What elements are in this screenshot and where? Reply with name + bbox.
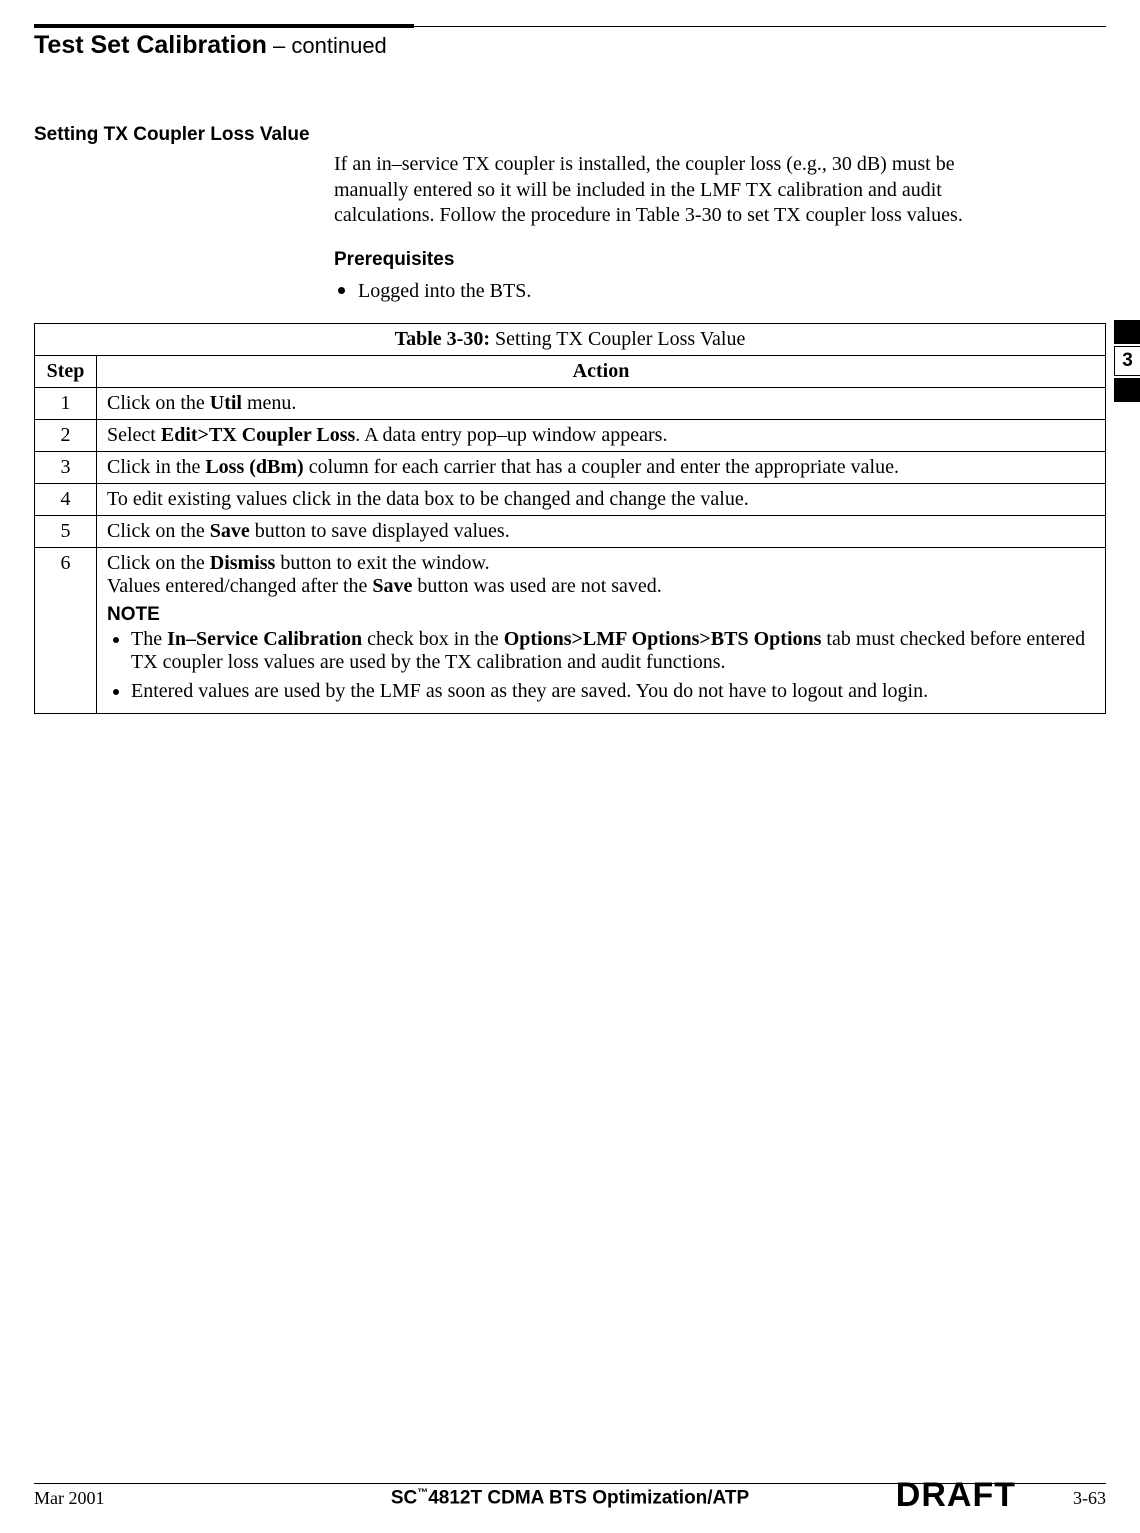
step-num: 4 <box>35 483 97 515</box>
draft-watermark: DRAFT <box>896 1476 1016 1515</box>
note-list: The In–Service Calibration check box in … <box>107 628 1095 703</box>
page-title-main: Test Set Calibration <box>34 31 267 59</box>
step-action: Click on the Save button to save display… <box>97 515 1106 547</box>
note-item: Entered values are used by the LMF as so… <box>131 680 1095 703</box>
step-num: 1 <box>35 387 97 419</box>
page-title-suffix: – continued <box>267 33 387 58</box>
step-num: 6 <box>35 547 97 713</box>
table-caption: Table 3-30: Setting TX Coupler Loss Valu… <box>35 323 1106 355</box>
procedure-table: Table 3-30: Setting TX Coupler Loss Valu… <box>34 323 1106 714</box>
table-caption-title: Setting TX Coupler Loss Value <box>490 328 745 350</box>
table-row: 1 Click on the Util menu. <box>35 387 1106 419</box>
prerequisites-list: Logged into the BTS. <box>334 277 1106 303</box>
table-row: 5 Click on the Save button to save displ… <box>35 515 1106 547</box>
prerequisite-item: Logged into the BTS. <box>358 277 1106 303</box>
table-caption-number: Table 3-30: <box>395 328 490 350</box>
step-num: 5 <box>35 515 97 547</box>
step-action: To edit existing values click in the dat… <box>97 483 1106 515</box>
col-header-action: Action <box>97 355 1106 387</box>
note-item: The In–Service Calibration check box in … <box>131 628 1095 674</box>
col-header-step: Step <box>35 355 97 387</box>
prerequisites-heading: Prerequisites <box>334 249 1106 271</box>
step-action: Click on the Dismiss button to exit the … <box>97 547 1106 713</box>
section-heading: Setting TX Coupler Loss Value <box>34 124 1106 146</box>
page-footer: Mar 2001 SC™4812T CDMA BTS Optimization/… <box>34 1483 1106 1509</box>
trademark-symbol: ™ <box>417 1487 428 1499</box>
header-accent-rule <box>34 24 414 28</box>
chapter-tab-marker <box>1114 320 1140 344</box>
chapter-tab-number: 3 <box>1114 346 1140 376</box>
step-action: Select Edit>TX Coupler Loss. A data entr… <box>97 419 1106 451</box>
table-row: 6 Click on the Dismiss button to exit th… <box>35 547 1106 713</box>
step-num: 2 <box>35 419 97 451</box>
note-heading: NOTE <box>107 604 1095 626</box>
chapter-tab-marker <box>1114 378 1140 402</box>
chapter-tabs: 3 <box>1114 320 1140 404</box>
step-action: Click on the Util menu. <box>97 387 1106 419</box>
page-title: Test Set Calibration – continued <box>34 26 1106 60</box>
table-row: 3 Click in the Loss (dBm) column for eac… <box>35 451 1106 483</box>
section-intro: If an in–service TX coupler is installed… <box>334 152 974 229</box>
table-row: 2 Select Edit>TX Coupler Loss. A data en… <box>35 419 1106 451</box>
step-action: Click in the Loss (dBm) column for each … <box>97 451 1106 483</box>
step-num: 3 <box>35 451 97 483</box>
table-row: 4 To edit existing values click in the d… <box>35 483 1106 515</box>
